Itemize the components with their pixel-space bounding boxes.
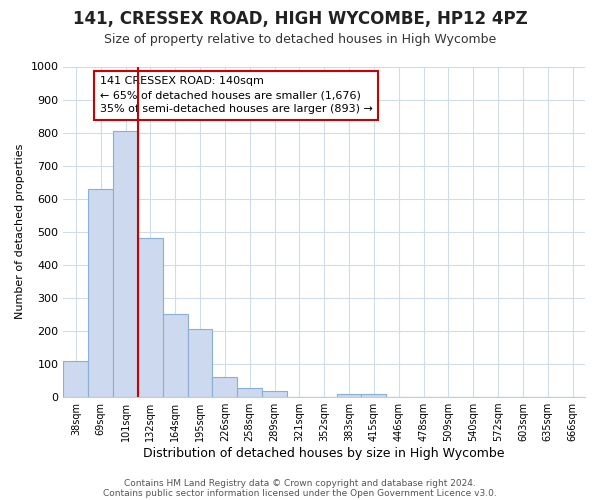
- X-axis label: Distribution of detached houses by size in High Wycombe: Distribution of detached houses by size …: [143, 447, 505, 460]
- Text: 141 CRESSEX ROAD: 140sqm
← 65% of detached houses are smaller (1,676)
35% of sem: 141 CRESSEX ROAD: 140sqm ← 65% of detach…: [100, 76, 373, 114]
- Bar: [337, 394, 361, 397]
- Y-axis label: Number of detached properties: Number of detached properties: [15, 144, 25, 320]
- Bar: [113, 131, 138, 397]
- Text: Contains HM Land Registry data © Crown copyright and database right 2024.: Contains HM Land Registry data © Crown c…: [124, 478, 476, 488]
- Bar: [64, 360, 88, 397]
- Bar: [88, 189, 113, 397]
- Text: 141, CRESSEX ROAD, HIGH WYCOMBE, HP12 4PZ: 141, CRESSEX ROAD, HIGH WYCOMBE, HP12 4P…: [73, 10, 527, 28]
- Text: Size of property relative to detached houses in High Wycombe: Size of property relative to detached ho…: [104, 32, 496, 46]
- Bar: [163, 314, 188, 397]
- Text: Contains public sector information licensed under the Open Government Licence v3: Contains public sector information licen…: [103, 488, 497, 498]
- Bar: [262, 391, 287, 397]
- Bar: [237, 388, 262, 397]
- Bar: [361, 394, 386, 397]
- Bar: [212, 377, 237, 397]
- Bar: [138, 238, 163, 397]
- Bar: [188, 328, 212, 397]
